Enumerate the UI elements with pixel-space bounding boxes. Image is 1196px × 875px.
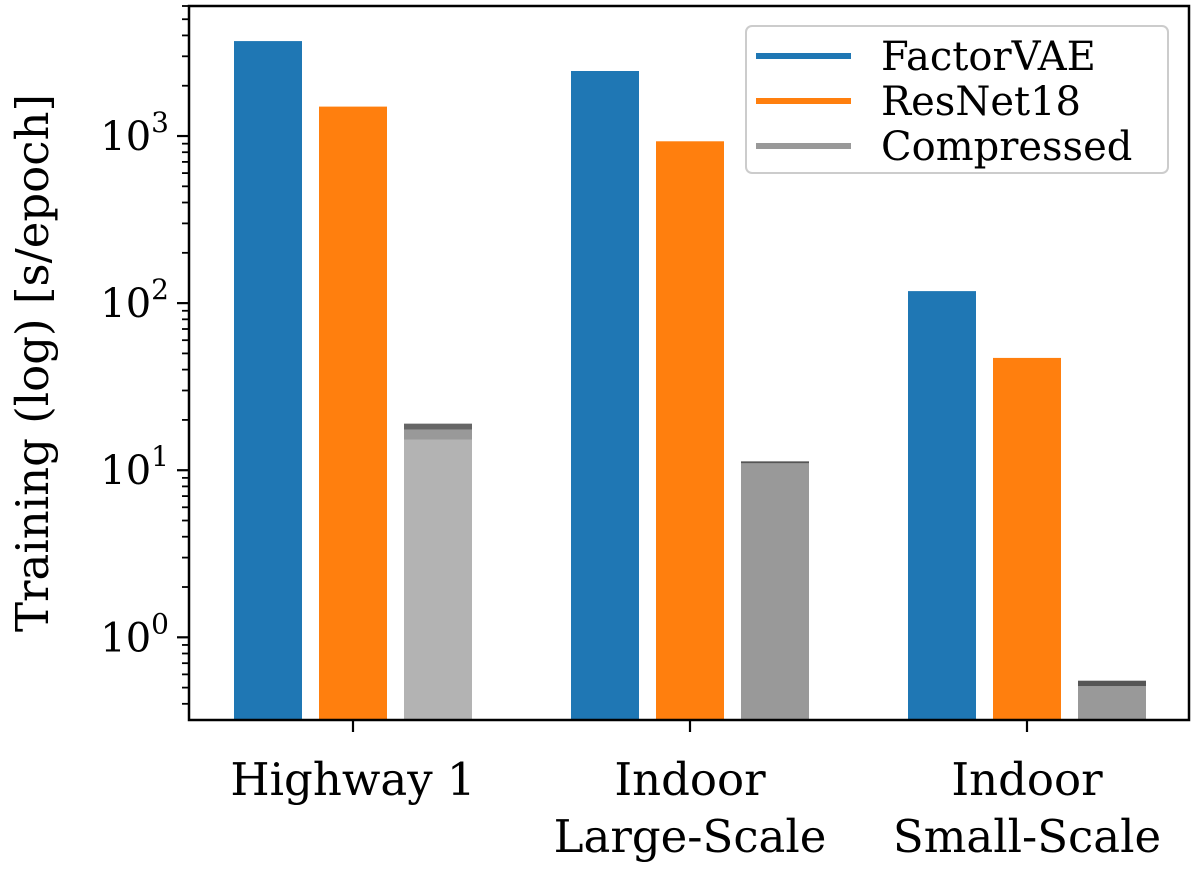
y-tick-label: 102 [100,273,169,327]
bar-compressed-0-segment-1 [404,429,472,440]
bar-compressed-2-segment-1 [1078,680,1146,687]
x-category-label: Large-Scale [554,810,827,863]
bar-compressed-0-segment-2 [404,423,472,430]
bar-factorvae-1 [571,70,639,720]
legend-label-compressed: Compressed [881,124,1132,170]
bar-resnet18-2 [993,357,1061,720]
bar-compressed-2-segment-0 [1078,686,1146,720]
legend-box [745,25,1169,174]
y-tick-label: 100 [100,607,169,661]
y-tick-label: 101 [100,440,169,494]
bar-factorvae-2 [908,291,976,720]
x-category-label: Small-Scale [893,810,1161,863]
bar-factorvae-0 [234,41,302,720]
bars-group [234,41,1146,721]
y-axis-label: Training (log) [s/epoch] [6,94,59,632]
bar-compressed-1-segment-0 [741,463,809,720]
x-category-label: Highway 1 [230,753,475,806]
y-tick-label: 103 [100,106,169,160]
bar-compressed-0-segment-0 [404,439,472,720]
x-category-label: Indoor [951,753,1103,806]
bar-compressed-1-segment-1 [741,461,809,464]
legend-label-resnet18: ResNet18 [881,79,1081,125]
bar-resnet18-0 [319,106,387,720]
bar-resnet18-1 [656,141,724,721]
legend-label-factorvae: FactorVAE [881,34,1096,80]
x-category-label: Indoor [614,753,766,806]
